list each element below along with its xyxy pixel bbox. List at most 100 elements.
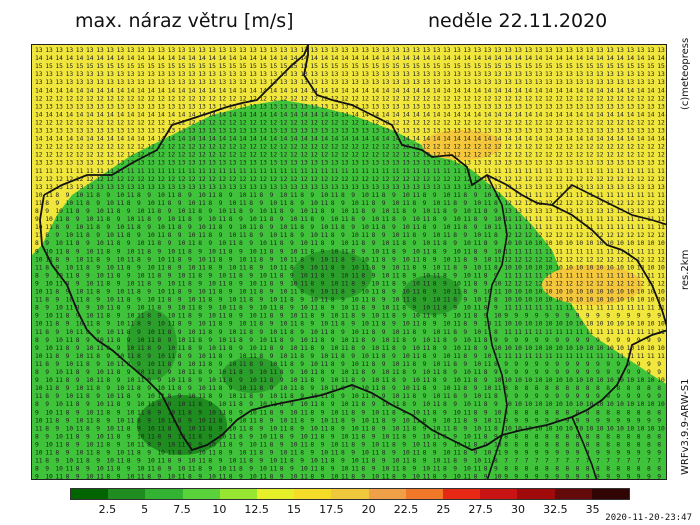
grid-value: 9 — [402, 248, 406, 255]
grid-value: 11 — [96, 281, 104, 288]
grid-value: 9 — [106, 450, 110, 457]
grid-value: 14 — [249, 136, 257, 143]
grid-value: 10 — [647, 377, 655, 384]
grid-value: 8 — [555, 385, 559, 392]
grid-value: 11 — [341, 345, 349, 352]
grid-value: 12 — [586, 144, 594, 151]
grid-value: 9 — [514, 361, 518, 368]
grid-value: 13 — [565, 208, 573, 215]
grid-value: 11 — [392, 369, 400, 376]
grid-value: 8 — [249, 329, 253, 336]
grid-value: 10 — [35, 321, 43, 328]
grid-value: 13 — [637, 184, 645, 191]
grid-value: 10 — [55, 466, 63, 473]
grid-value: 12 — [596, 144, 604, 151]
grid-value: 10 — [127, 345, 135, 352]
grid-value: 13 — [239, 47, 247, 54]
grid-value: 13 — [341, 160, 349, 167]
grid-value: 8 — [229, 377, 233, 384]
grid-value: 8 — [290, 297, 294, 304]
grid-value: 12 — [280, 120, 288, 127]
grid-value: 14 — [627, 136, 635, 143]
grid-value: 13 — [637, 103, 645, 110]
grid-value: 12 — [484, 120, 492, 127]
grid-value: 13 — [96, 184, 104, 191]
grid-value: 11 — [535, 168, 543, 175]
grid-value: 8 — [504, 433, 508, 440]
grid-value: 11 — [494, 224, 502, 231]
grid-value: 12 — [392, 144, 400, 151]
grid-value: 14 — [627, 55, 635, 62]
grid-value: 10 — [249, 377, 257, 384]
grid-value: 8 — [76, 369, 80, 376]
grid-value: 11 — [351, 305, 359, 312]
grid-value: 8 — [76, 240, 80, 247]
grid-value: 12 — [157, 95, 165, 102]
grid-value: 10 — [606, 297, 614, 304]
grid-value: 9 — [208, 272, 212, 279]
grid-value: 8 — [310, 248, 314, 255]
grid-value: 13 — [494, 103, 502, 110]
grid-value: 12 — [657, 256, 665, 263]
grid-value: 12 — [361, 95, 369, 102]
grid-value: 13 — [382, 103, 390, 110]
grid-value: 8 — [96, 224, 100, 231]
grid-value: 9 — [270, 385, 274, 392]
grid-value: 13 — [147, 184, 155, 191]
grid-value: 9 — [474, 256, 478, 263]
grid-value: 11 — [494, 289, 502, 296]
grid-value: 8 — [392, 442, 396, 449]
grid-value: 8 — [45, 264, 49, 271]
grid-value: 8 — [576, 466, 580, 473]
grid-value: 10 — [637, 240, 645, 247]
grid-value: 11 — [55, 377, 63, 384]
grid-value: 8 — [117, 305, 121, 312]
grid-value: 12 — [229, 152, 237, 159]
grid-value: 14 — [565, 87, 573, 94]
grid-value: 11 — [616, 168, 624, 175]
grid-value: 11 — [45, 417, 53, 424]
grid-value: 9 — [361, 377, 365, 384]
grid-value: 11 — [647, 353, 655, 360]
grid-value: 11 — [45, 168, 53, 175]
grid-value: 12 — [96, 152, 104, 159]
grid-value: 8 — [647, 466, 651, 473]
grid-value: 11 — [45, 289, 53, 296]
grid-value: 10 — [392, 361, 400, 368]
grid-value: 11 — [423, 442, 431, 449]
grid-value: 13 — [96, 47, 104, 54]
grid-value: 13 — [188, 79, 196, 86]
grid-value: 11 — [168, 450, 176, 457]
grid-value: 15 — [341, 63, 349, 70]
grid-value: 11 — [178, 313, 186, 320]
grid-value: 7 — [637, 458, 641, 465]
grid-value: 10 — [229, 393, 237, 400]
grid-value: 14 — [219, 87, 227, 94]
grid-value: 9 — [229, 385, 233, 392]
grid-value: 11 — [188, 369, 196, 376]
grid-value: 13 — [433, 71, 441, 78]
grid-value: 9 — [616, 313, 620, 320]
grid-value: 11 — [321, 232, 329, 239]
grid-value: 8 — [647, 385, 651, 392]
grid-value: 9 — [586, 313, 590, 320]
grid-value: 9 — [443, 345, 447, 352]
grid-value: 13 — [117, 160, 125, 167]
grid-value: 11 — [474, 305, 482, 312]
grid-value: 11 — [86, 321, 94, 328]
grid-value: 8 — [270, 474, 274, 480]
grid-value: 12 — [545, 95, 553, 102]
grid-value: 11 — [137, 216, 145, 223]
grid-value: 12 — [453, 120, 461, 127]
grid-value: 10 — [372, 377, 380, 384]
grid-value: 13 — [229, 79, 237, 86]
grid-value: 9 — [463, 425, 467, 432]
grid-value: 11 — [453, 289, 461, 296]
grid-value: 10 — [280, 450, 288, 457]
grid-value: 8 — [117, 240, 121, 247]
grid-value: 10 — [596, 321, 604, 328]
grid-value: 9 — [188, 289, 192, 296]
grid-value: 12 — [525, 176, 533, 183]
grid-value: 13 — [55, 184, 63, 191]
grid-value: 14 — [412, 55, 420, 62]
